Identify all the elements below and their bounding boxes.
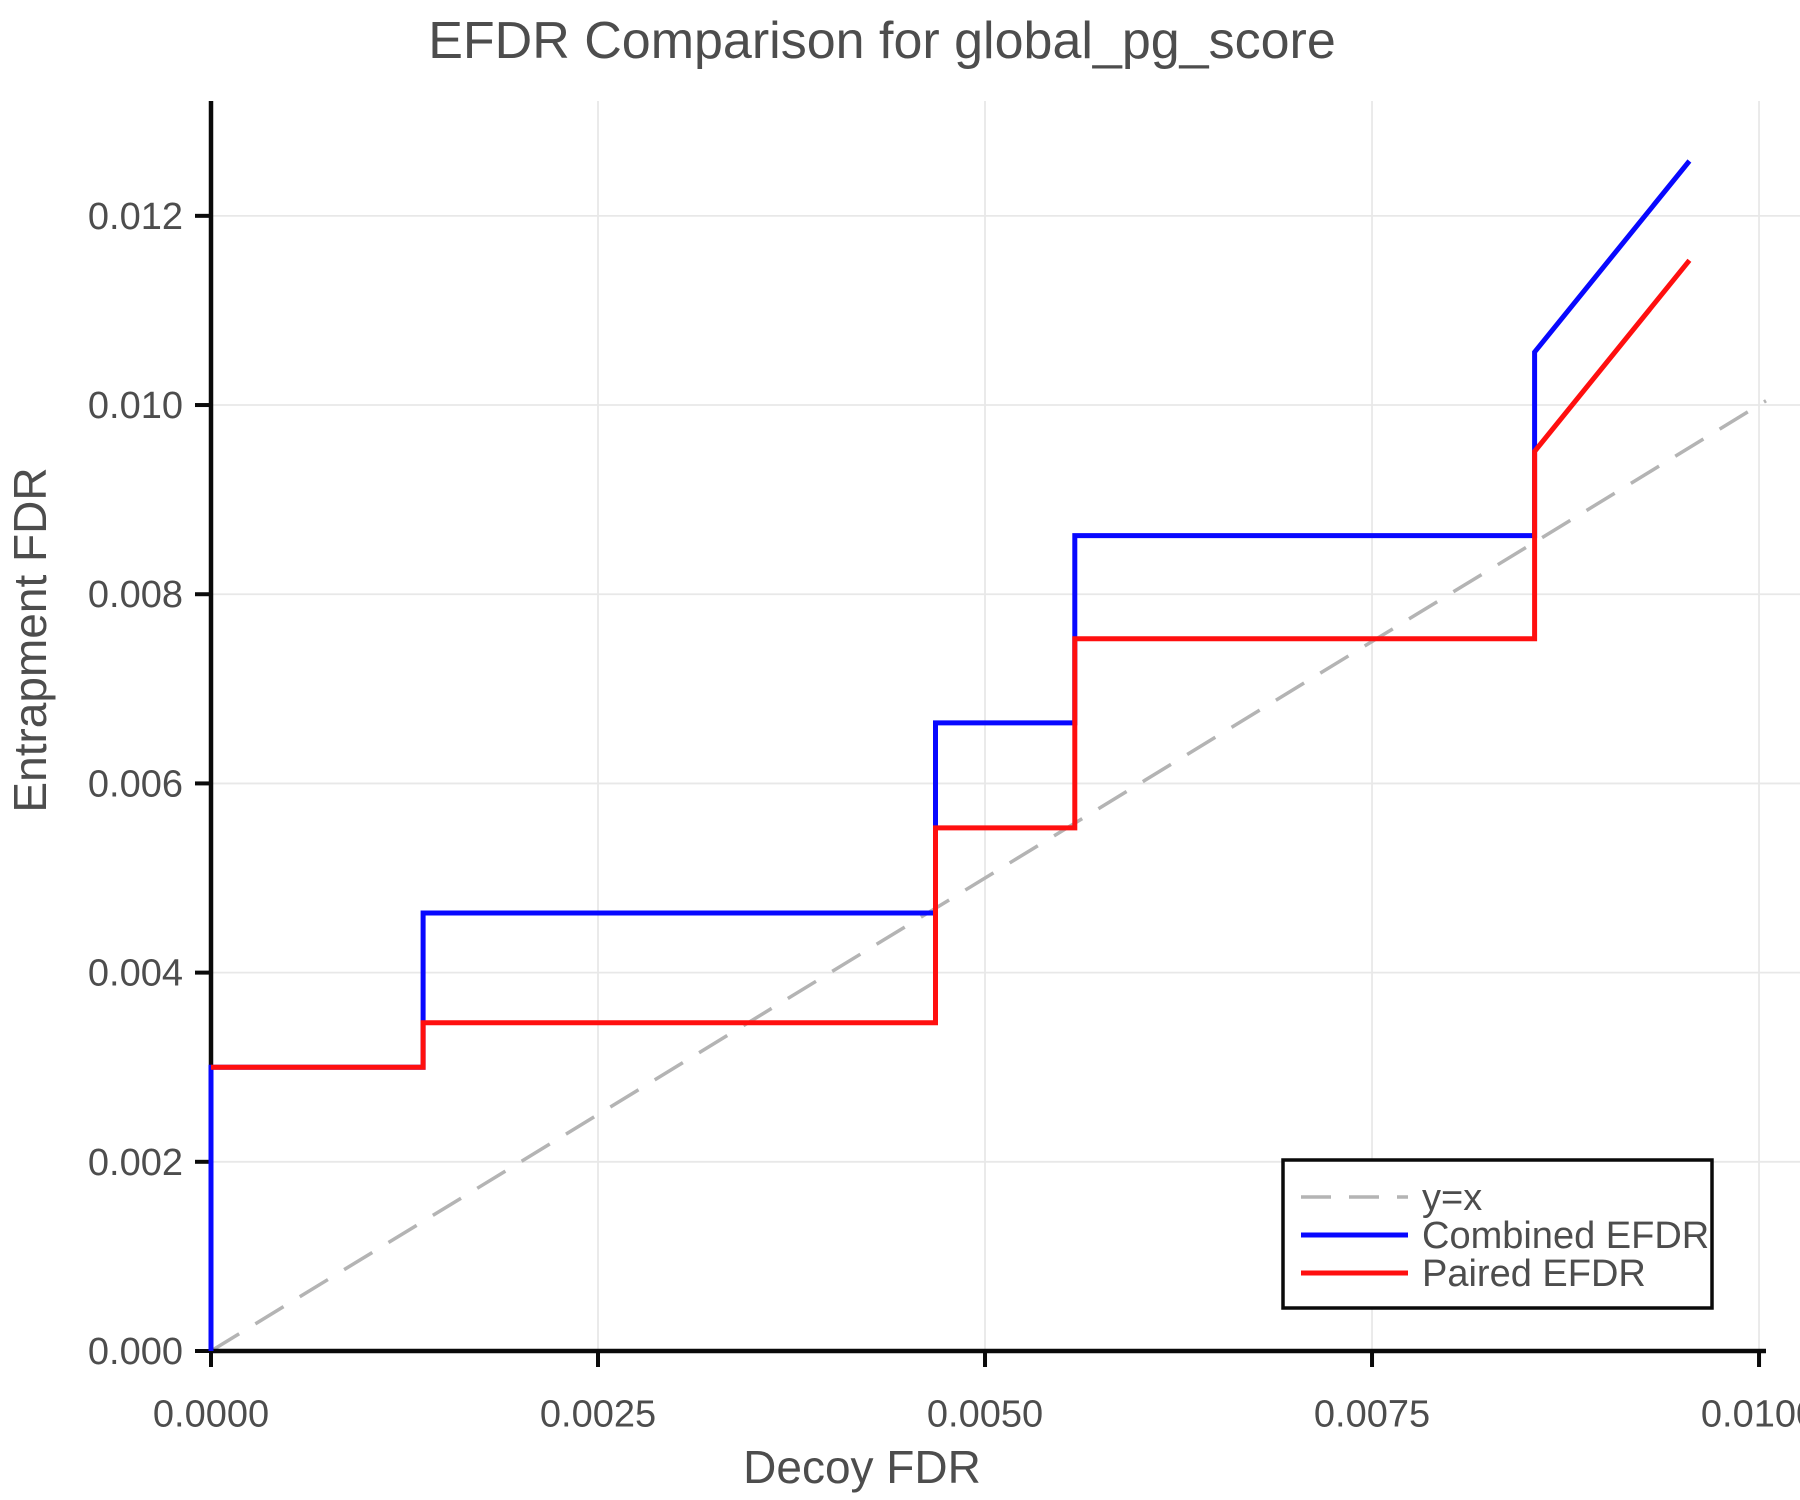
y-tick-label: 0.006 — [88, 763, 183, 805]
legend-label: y=x — [1422, 1177, 1482, 1219]
x-tick-label: 0.0025 — [540, 1393, 656, 1435]
y-tick-label: 0.012 — [88, 196, 183, 238]
legend-label: Paired EFDR — [1422, 1253, 1646, 1295]
y-tick-label: 0.000 — [88, 1331, 183, 1373]
y-tick-label: 0.010 — [88, 385, 183, 427]
chart-title: EFDR Comparison for global_pg_score — [428, 12, 1336, 70]
gridlines — [211, 101, 1800, 1351]
identity-line — [210, 399, 1767, 1353]
x-axis-label: Decoy FDR — [743, 1441, 981, 1493]
y-axis-label: Entrapment FDR — [4, 467, 56, 812]
y-tick-label: 0.004 — [88, 953, 183, 995]
legend-box — [1281, 1158, 1714, 1310]
y-tick-label: 0.008 — [88, 574, 183, 616]
series-line-paired-efdr — [211, 258, 1692, 1070]
x-tick-label: 0.0075 — [1314, 1393, 1430, 1435]
x-tick-label: 0.0000 — [153, 1393, 269, 1435]
y-tick-label: 0.002 — [88, 1142, 183, 1184]
x-tick-label: 0.0050 — [927, 1393, 1043, 1435]
legend-label: Combined EFDR — [1422, 1215, 1709, 1257]
